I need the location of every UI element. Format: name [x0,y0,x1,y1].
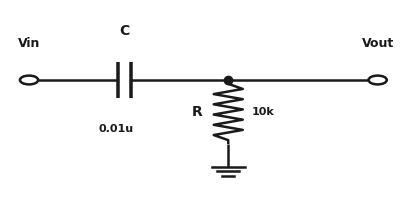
Text: C: C [120,24,129,38]
Text: 0.01u: 0.01u [99,124,134,134]
Text: Vout: Vout [361,37,394,50]
Text: 10k: 10k [252,107,275,117]
Text: Vin: Vin [18,37,40,50]
Text: R: R [192,105,203,119]
